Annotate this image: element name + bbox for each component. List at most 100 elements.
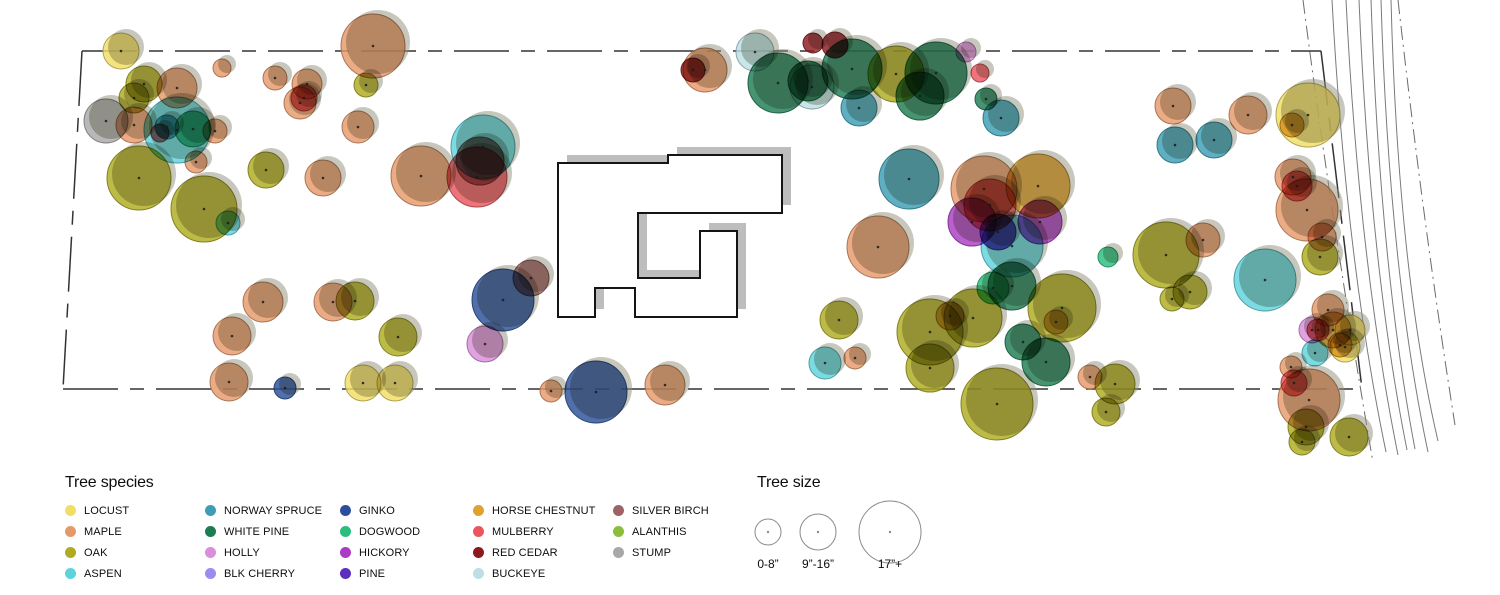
tree-trunk-dot <box>213 129 217 133</box>
species-swatch-maple <box>65 526 76 537</box>
species-swatch-ginko <box>340 505 351 516</box>
tree-trunk-dot <box>261 300 265 304</box>
species-legend-item-dogwood: DOGWOOD <box>340 521 420 542</box>
tree-trunk-dot <box>1331 328 1335 332</box>
species-swatch-holly <box>205 547 216 558</box>
tree-trunk-dot <box>202 207 206 211</box>
species-swatch-norway-spruce <box>205 505 216 516</box>
species-legend-item-red-cedar: RED CEDAR <box>473 542 595 563</box>
tree-trunk-dot <box>907 177 911 181</box>
species-swatch-blk-cherry <box>205 568 216 579</box>
species-label: BUCKEYE <box>492 567 546 580</box>
tree-trunk-dot <box>1316 328 1320 332</box>
species-swatch-aspen <box>65 568 76 579</box>
tree-trunk-dot <box>1060 306 1064 310</box>
species-swatch-red-cedar <box>473 547 484 558</box>
road-line <box>1370 0 1416 450</box>
species-legend-item-blk-cherry: BLK CHERRY <box>205 563 322 584</box>
tree-trunk-dot <box>934 71 938 75</box>
tree-trunk-dot <box>478 159 482 163</box>
tree-trunk-dot <box>1313 351 1317 355</box>
tree-trunk-dot <box>894 72 898 76</box>
tree-trunk-dot <box>475 175 479 179</box>
species-label: RED CEDAR <box>492 546 558 559</box>
tree-trunk-dot <box>1188 290 1192 294</box>
species-legend-item-maple: MAPLE <box>65 521 129 542</box>
species-swatch-horse-chestnut <box>473 505 484 516</box>
tree-size-legend: 0-8” 9”-16” 17”+ <box>754 500 922 571</box>
tree-trunk-dot <box>823 361 827 365</box>
species-label: ASPEN <box>84 567 122 580</box>
tree-trunk-dot <box>1305 208 1309 212</box>
tree-trunk-dot <box>1263 278 1267 282</box>
tree-canopy-red-cedar <box>802 32 824 54</box>
tree-trunk-dot <box>1113 382 1117 386</box>
species-legend-item-stump: STUMP <box>613 542 709 563</box>
tree-trunk-dot <box>331 300 335 304</box>
tree-trunk-dot <box>1038 220 1042 224</box>
tree-trunk-dot <box>321 176 325 180</box>
species-legend-column: LOCUST MAPLE OAK ASPEN <box>65 500 129 584</box>
size-legend-center-dot <box>888 530 892 534</box>
tree-trunk-dot <box>999 116 1003 120</box>
tree-trunk-dot <box>165 125 169 129</box>
size-legend-center-dot <box>816 530 820 534</box>
tree-trunk-dot <box>353 299 357 303</box>
species-label: OAK <box>84 546 108 559</box>
building-footprint <box>557 147 791 318</box>
tree-trunk-dot <box>594 390 598 394</box>
tree-trunk-dot <box>984 97 988 101</box>
species-label: BLK CHERRY <box>224 567 296 580</box>
tree-trunk-dot <box>928 330 932 334</box>
species-label: WHITE PINE <box>224 525 290 538</box>
road-line <box>1390 0 1439 442</box>
tree-trunk-dot <box>991 286 995 290</box>
road-line <box>1345 0 1399 456</box>
tree-trunk-dot <box>1289 365 1293 369</box>
tree-trunk-dot <box>1347 435 1351 439</box>
tree-trunk-dot <box>806 79 810 83</box>
tree-trunk-dot <box>104 119 108 123</box>
tree-trunk-dot <box>918 94 922 98</box>
tree-trunk-dot <box>529 276 533 280</box>
tree-trunk-dot <box>1300 440 1304 444</box>
tree-trunk-dot <box>356 125 360 129</box>
tree-trunk-dot <box>298 101 302 105</box>
size-legend-center-dot <box>766 530 770 534</box>
tree-trunk-dot <box>549 389 553 393</box>
tree-trunk-dot <box>1306 113 1310 117</box>
tree-trunk-dot <box>853 356 857 360</box>
tree-trunk-dot <box>837 318 841 322</box>
species-label: HICKORY <box>359 546 410 559</box>
species-label: GINKO <box>359 504 395 517</box>
tree-trunk-dot <box>305 82 309 86</box>
species-label: HORSE CHESTNUT <box>492 504 596 517</box>
tree-trunk-dot <box>691 68 695 72</box>
tree-trunk-dot <box>142 82 146 86</box>
tree-trunk-dot <box>264 168 268 172</box>
tree-trunk-dot <box>663 383 667 387</box>
tree-trunk-dot <box>1173 143 1177 147</box>
species-legend-item-mulberry: MULBERRY <box>473 521 595 542</box>
tree-trunk-dot <box>194 160 198 164</box>
tree-trunk-dot <box>501 298 505 302</box>
tree-trunk-dot <box>857 106 861 110</box>
road-line <box>1380 0 1429 453</box>
species-swatch-buckeye <box>473 568 484 579</box>
size-legend-label: 0-8” <box>757 557 778 571</box>
species-legend-item-holly: HOLLY <box>205 542 322 563</box>
road-centerline <box>1397 0 1456 426</box>
tree-trunk-dot <box>1212 138 1216 142</box>
species-legend-item-oak: OAK <box>65 542 129 563</box>
tree-trunk-dot <box>481 145 485 149</box>
tree-trunk-dot <box>396 335 400 339</box>
tree-trunk-dot <box>1291 175 1295 179</box>
species-swatch-stump <box>613 547 624 558</box>
tree-trunk-dot <box>1307 398 1311 402</box>
tree-trunk-dots <box>104 43 1352 444</box>
species-swatch-silver-birch <box>613 505 624 516</box>
tree-trunk-dot <box>1054 320 1058 324</box>
species-legend-item-norway-spruce: NORWAY SPRUCE <box>205 500 322 521</box>
tree-canopy-maple <box>212 58 232 78</box>
tree-trunk-dot <box>230 334 234 338</box>
